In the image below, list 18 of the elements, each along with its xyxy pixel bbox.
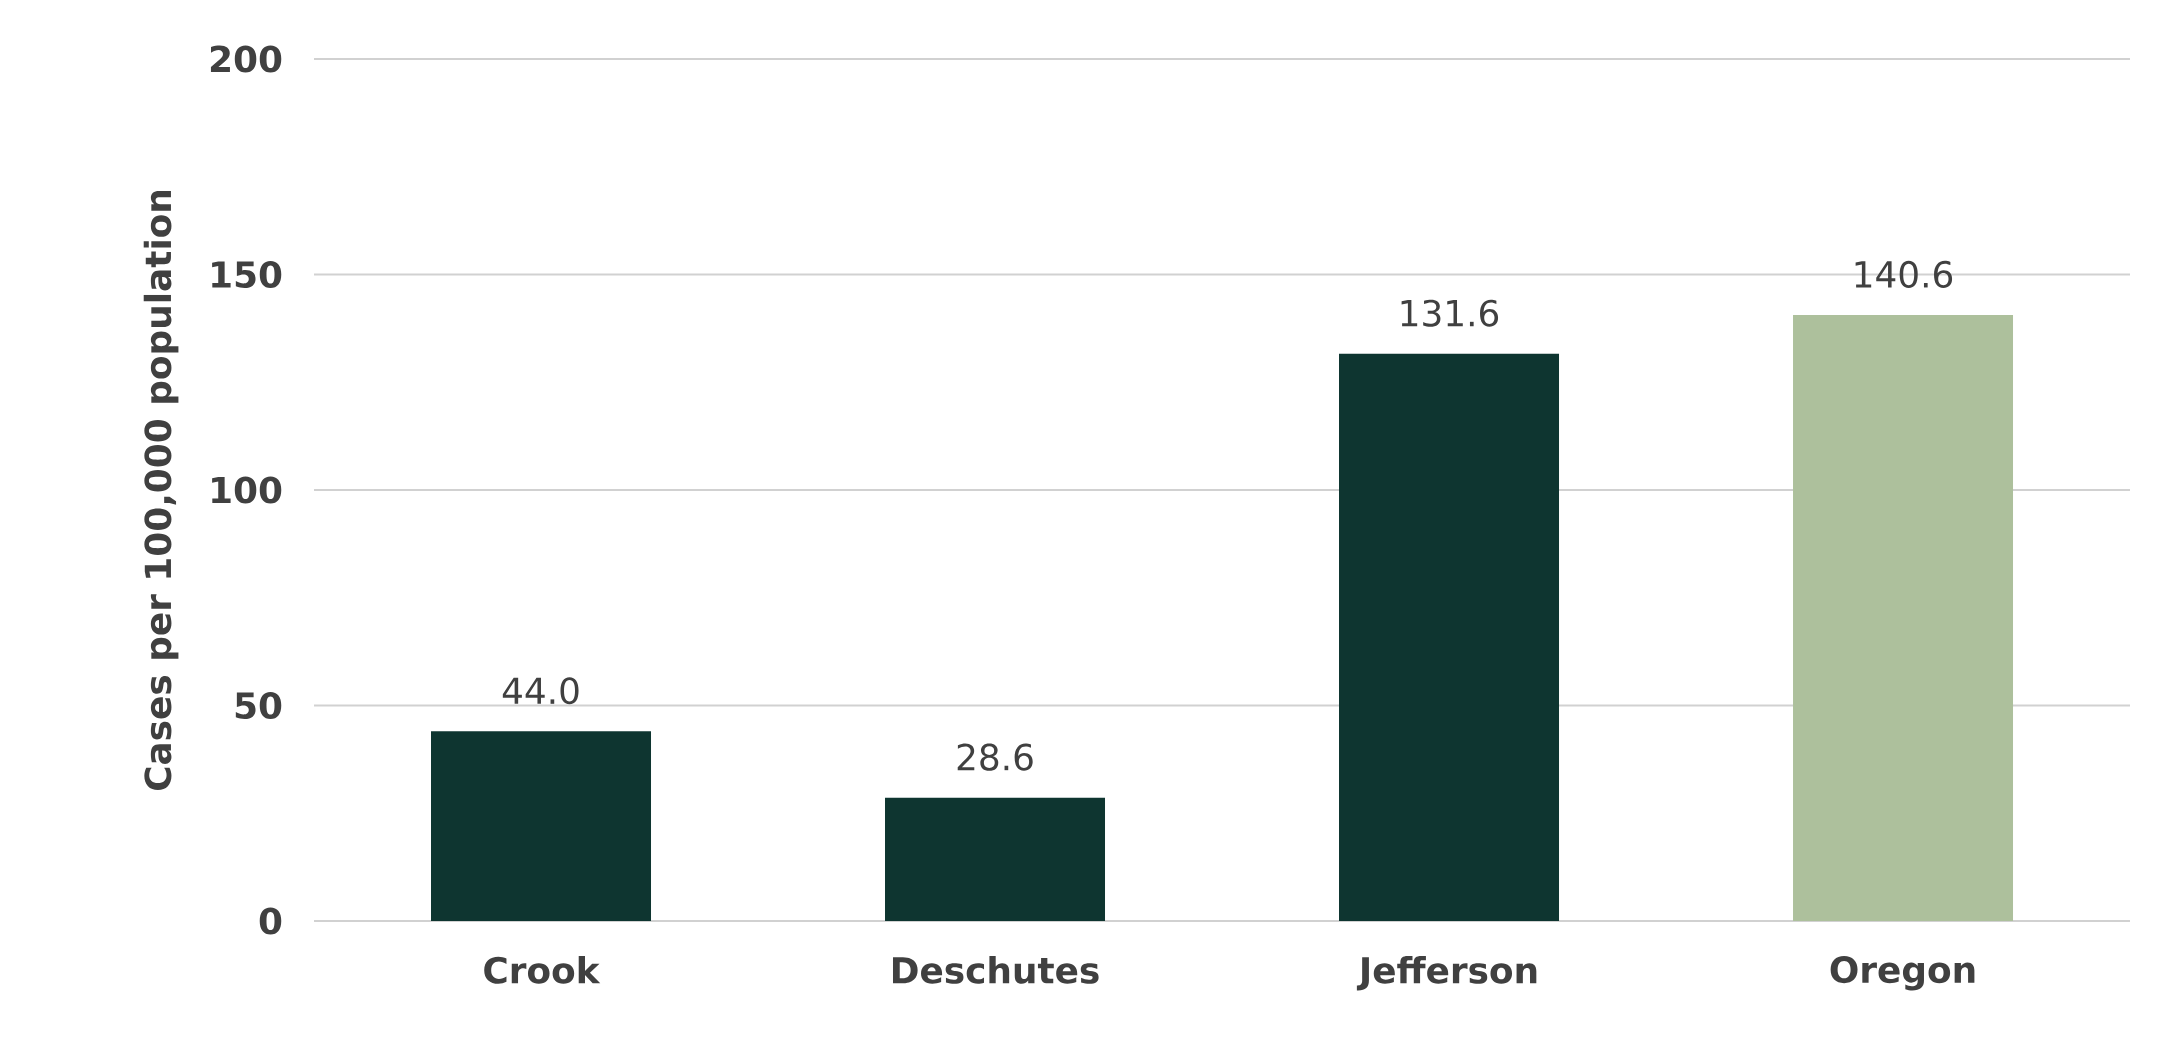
y-tick-label: 0: [259, 907, 282, 935]
bar: [1339, 353, 1560, 921]
x-tick-label: Jefferson: [1356, 956, 1537, 991]
bar: [885, 797, 1106, 921]
y-tick-label: 150: [212, 260, 282, 289]
bar: [431, 731, 652, 921]
x-tick-label: Oregon: [1830, 956, 1975, 991]
y-tick-label: 50: [235, 691, 282, 720]
data-label: 140.6: [1855, 260, 1953, 288]
data-label: 131.6: [1401, 299, 1499, 327]
data-label: 44.0: [502, 677, 579, 705]
x-tick-label: Crook: [484, 956, 601, 984]
y-axis-title: Cases per 100,000 population: [143, 190, 179, 791]
data-label: 28.6: [957, 743, 1033, 771]
bar: [1793, 315, 2014, 921]
x-tick-label: Deschutes: [893, 956, 1099, 984]
y-tick-label: 100: [212, 476, 282, 504]
y-tick-label: 200: [210, 45, 282, 73]
